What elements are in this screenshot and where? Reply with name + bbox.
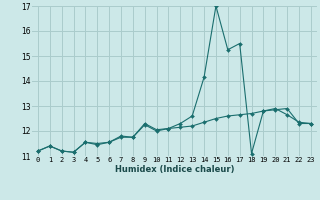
X-axis label: Humidex (Indice chaleur): Humidex (Indice chaleur): [115, 165, 234, 174]
